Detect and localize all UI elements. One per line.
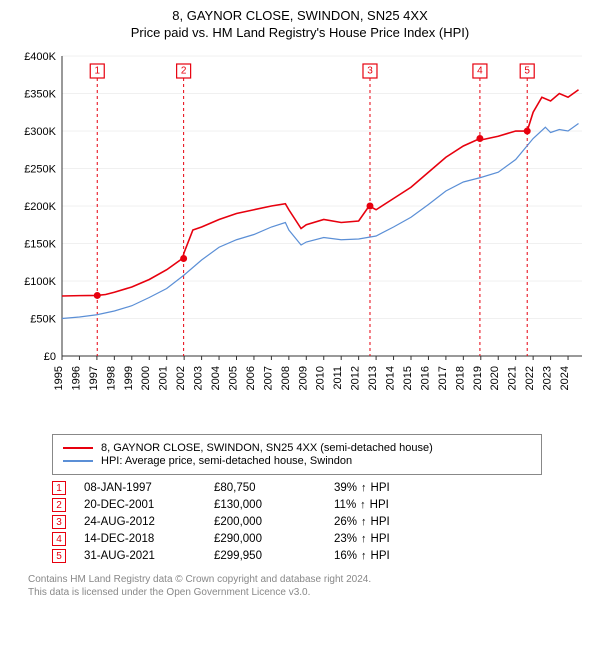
svg-text:1997: 1997: [88, 366, 100, 390]
chart: £0 £50K £100K £150K £200K £250K £300K £350K £400…: [12, 46, 588, 426]
svg-text:£100K: £100K: [24, 276, 56, 288]
svg-text:2024: 2024: [559, 366, 571, 390]
arrow-up-icon: ↑: [361, 550, 367, 562]
svg-text:2022: 2022: [524, 366, 536, 390]
svg-text:2000: 2000: [140, 366, 152, 390]
svg-text:2019: 2019: [472, 366, 484, 390]
row-price: £290,000: [214, 533, 334, 545]
svg-text:3: 3: [367, 66, 373, 77]
svg-text:2015: 2015: [402, 366, 414, 390]
page: 8, GAYNOR CLOSE, SWINDON, SN25 4XX Price…: [0, 0, 600, 650]
svg-text:1995: 1995: [53, 366, 65, 390]
title-block: 8, GAYNOR CLOSE, SWINDON, SN25 4XX Price…: [12, 8, 588, 40]
arrow-up-icon: ↑: [361, 533, 367, 545]
svg-text:2009: 2009: [297, 366, 309, 390]
footer-line2: This data is licensed under the Open Gov…: [28, 586, 588, 599]
svg-text:2023: 2023: [542, 366, 554, 390]
svg-text:2010: 2010: [315, 366, 327, 390]
row-diff: 23%↑HPI: [334, 533, 454, 545]
legend-item: HPI: Average price, semi-detached house,…: [63, 455, 531, 467]
svg-text:5: 5: [524, 66, 530, 77]
row-diff: 16%↑HPI: [334, 550, 454, 562]
svg-text:2017: 2017: [437, 366, 449, 390]
row-date: 08-JAN-1997: [84, 482, 214, 494]
svg-text:£250K: £250K: [24, 164, 56, 176]
svg-text:2004: 2004: [210, 366, 222, 390]
row-price: £200,000: [214, 516, 334, 528]
svg-text:2006: 2006: [245, 366, 257, 390]
arrow-up-icon: ↑: [360, 499, 366, 511]
row-marker: 3: [52, 515, 66, 529]
table-row: 1 08-JAN-1997£80,75039%↑HPI: [52, 481, 588, 495]
row-date: 31-AUG-2021: [84, 550, 214, 562]
legend-label: 8, GAYNOR CLOSE, SWINDON, SN25 4XX (semi…: [101, 442, 433, 454]
svg-text:£50K: £50K: [30, 314, 56, 326]
svg-text:1999: 1999: [123, 366, 135, 390]
row-price: £130,000: [214, 499, 334, 511]
table-row: 5 31-AUG-2021£299,95016%↑HPI: [52, 549, 588, 563]
row-price: £299,950: [214, 550, 334, 562]
row-date: 24-AUG-2012: [84, 516, 214, 528]
footer: Contains HM Land Registry data © Crown c…: [28, 573, 588, 599]
svg-text:2014: 2014: [385, 366, 397, 390]
legend-item: 8, GAYNOR CLOSE, SWINDON, SN25 4XX (semi…: [63, 442, 531, 454]
svg-text:£300K: £300K: [24, 126, 56, 138]
svg-text:2002: 2002: [175, 366, 187, 390]
arrow-up-icon: ↑: [361, 482, 367, 494]
row-diff: 39%↑HPI: [334, 482, 454, 494]
svg-text:2011: 2011: [332, 366, 344, 390]
svg-text:2012: 2012: [350, 366, 362, 390]
legend-swatch: [63, 460, 93, 462]
table-row: 2 20-DEC-2001£130,00011%↑HPI: [52, 498, 588, 512]
row-diff: 26%↑HPI: [334, 516, 454, 528]
row-marker: 5: [52, 549, 66, 563]
svg-text:1998: 1998: [105, 366, 117, 390]
table-row: 4 14-DEC-2018£290,00023%↑HPI: [52, 532, 588, 546]
svg-text:2001: 2001: [158, 366, 170, 390]
svg-text:2020: 2020: [489, 366, 501, 390]
svg-text:2007: 2007: [262, 366, 274, 390]
event-table: 1 08-JAN-1997£80,75039%↑HPI 2 20-DEC-2001£1…: [52, 481, 588, 563]
legend-swatch: [63, 447, 93, 449]
footer-line1: Contains HM Land Registry data © Crown c…: [28, 573, 588, 586]
row-date: 14-DEC-2018: [84, 533, 214, 545]
row-marker: 1: [52, 481, 66, 495]
svg-text:£0: £0: [44, 351, 56, 363]
svg-text:2008: 2008: [280, 366, 292, 390]
svg-text:2016: 2016: [419, 366, 431, 390]
svg-text:£400K: £400K: [24, 51, 56, 63]
svg-text:2005: 2005: [227, 366, 239, 390]
svg-text:1: 1: [94, 66, 100, 77]
row-price: £80,750: [214, 482, 334, 494]
svg-text:2003: 2003: [193, 366, 205, 390]
title-line1: 8, GAYNOR CLOSE, SWINDON, SN25 4XX: [12, 8, 588, 23]
svg-text:4: 4: [477, 66, 483, 77]
svg-text:2: 2: [181, 66, 187, 77]
row-marker: 2: [52, 498, 66, 512]
row-diff: 11%↑HPI: [334, 499, 454, 511]
legend-label: HPI: Average price, semi-detached house,…: [101, 455, 352, 467]
arrow-up-icon: ↑: [361, 516, 367, 528]
svg-text:£350K: £350K: [24, 89, 56, 101]
row-date: 20-DEC-2001: [84, 499, 214, 511]
title-line2: Price paid vs. HM Land Registry's House …: [12, 25, 588, 40]
legend: 8, GAYNOR CLOSE, SWINDON, SN25 4XX (semi…: [52, 434, 542, 475]
svg-text:£200K: £200K: [24, 201, 56, 213]
svg-text:2018: 2018: [454, 366, 466, 390]
svg-text:2013: 2013: [367, 366, 379, 390]
table-row: 3 24-AUG-2012£200,00026%↑HPI: [52, 515, 588, 529]
svg-text:£150K: £150K: [24, 239, 56, 251]
svg-text:2021: 2021: [507, 366, 519, 390]
svg-text:1996: 1996: [70, 366, 82, 390]
chart-svg: £0 £50K £100K £150K £200K £250K £300K £350K £400…: [12, 46, 588, 426]
row-marker: 4: [52, 532, 66, 546]
